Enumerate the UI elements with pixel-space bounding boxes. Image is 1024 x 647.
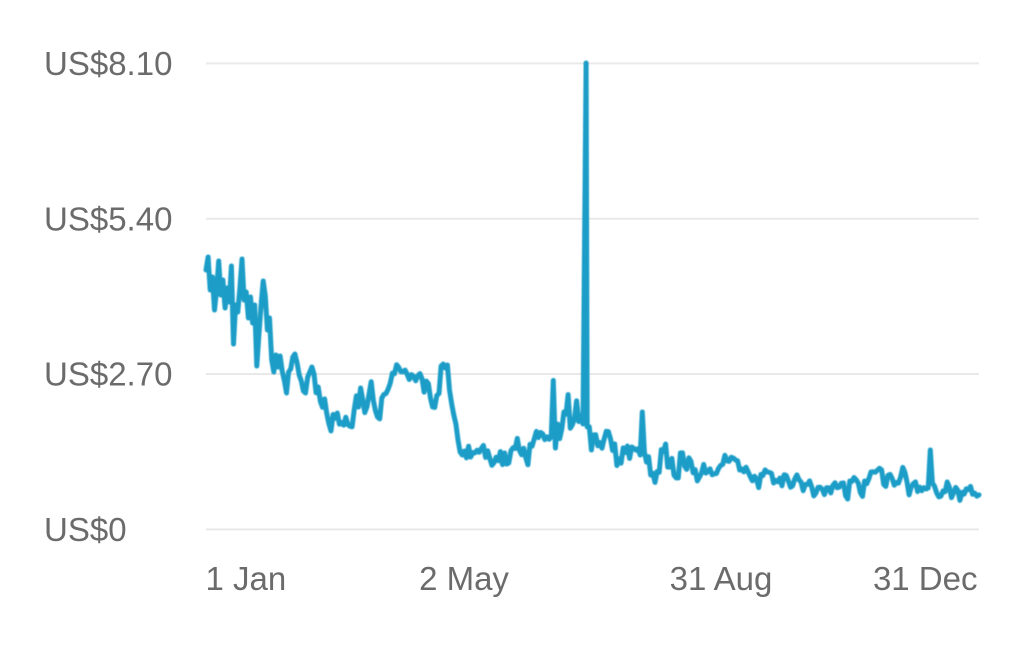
svg-text:US$0: US$0 bbox=[44, 511, 127, 548]
svg-text:US$2.70: US$2.70 bbox=[44, 356, 172, 393]
svg-text:US$5.40: US$5.40 bbox=[44, 200, 172, 237]
svg-text:31 Aug: 31 Aug bbox=[670, 560, 773, 597]
svg-text:31 Dec: 31 Dec bbox=[873, 560, 978, 597]
svg-text:US$8.10: US$8.10 bbox=[44, 45, 172, 82]
svg-text:1 Jan: 1 Jan bbox=[206, 560, 287, 597]
svg-text:2 May: 2 May bbox=[419, 560, 509, 597]
